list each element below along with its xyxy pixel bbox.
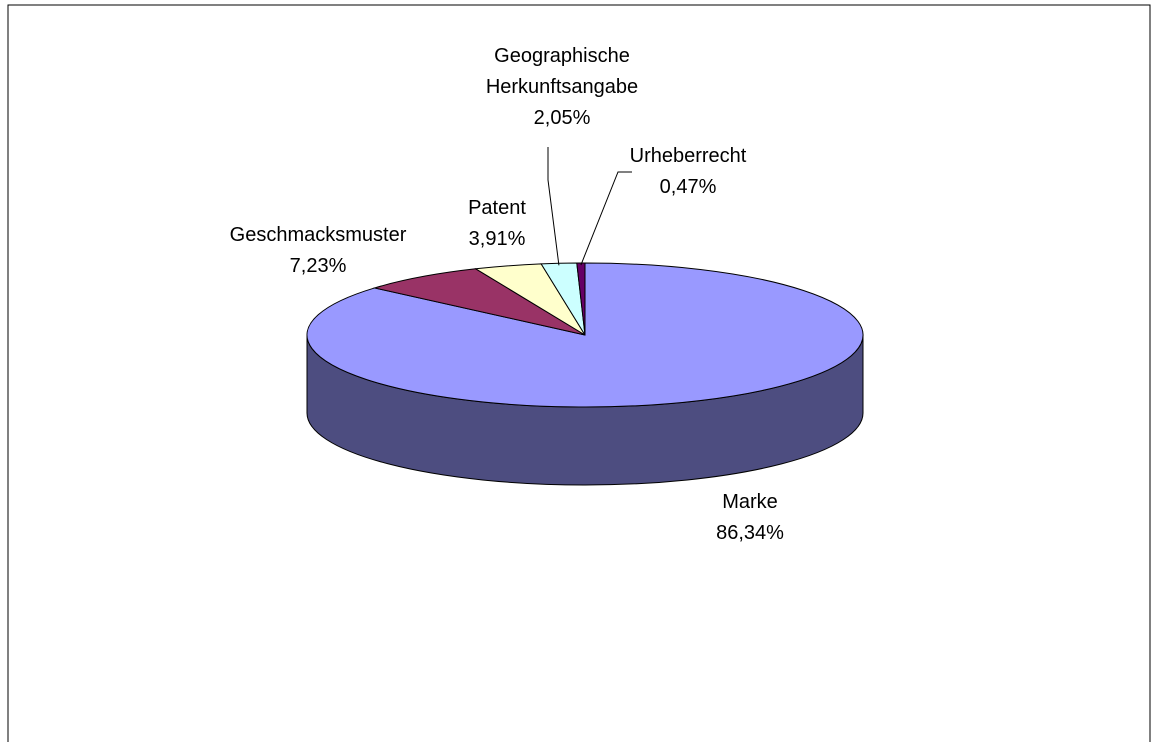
pie-slice	[576, 262, 586, 336]
label-name: Geschmacksmuster	[229, 224, 407, 246]
data-label: Geschmacksmuster 7,23%	[188, 220, 448, 282]
label-name: Geographische Herkunftsangabe	[485, 45, 639, 98]
data-label: Marke 86,34%	[650, 487, 850, 549]
label-name: Marke	[722, 491, 778, 513]
data-label: Geographische Herkunftsangabe 2,05%	[477, 41, 647, 134]
label-value: 86,34%	[716, 522, 784, 544]
label-value: 0,47%	[659, 176, 717, 198]
label-value: 7,23%	[289, 255, 347, 277]
leader-line	[580, 171, 632, 266]
label-value: 3,91%	[468, 228, 526, 250]
data-label: Urheberrecht 0,47%	[608, 141, 768, 203]
pie-slice	[372, 268, 586, 336]
leader-line	[547, 147, 560, 266]
label-name: Urheberrecht	[629, 145, 747, 167]
label-value: 2,05%	[533, 107, 591, 129]
data-label: Patent 3,91%	[437, 193, 557, 255]
label-name: Patent	[468, 197, 526, 219]
frame	[7, 4, 1151, 742]
